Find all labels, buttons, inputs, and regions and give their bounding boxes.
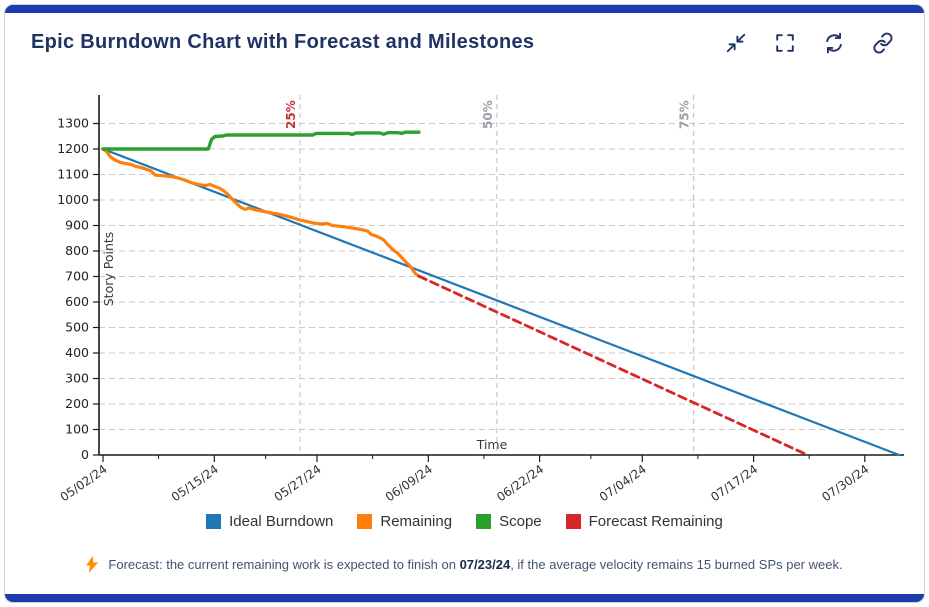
series-scope <box>101 130 421 151</box>
svg-text:1300: 1300 <box>57 116 89 131</box>
series-remaining <box>101 147 421 278</box>
svg-text:07/04/24: 07/04/24 <box>597 462 649 504</box>
svg-text:200: 200 <box>65 396 89 411</box>
legend-label: Scope <box>499 513 542 530</box>
x-tick-labels: 05/02/24 05/15/24 05/27/24 06/09/24 06/22/24… <box>58 455 872 504</box>
forecast-date: 07/23/24 <box>459 557 511 572</box>
forecast-text: Forecast: the current remaining work is … <box>108 557 842 572</box>
svg-text:05/27/24: 05/27/24 <box>272 462 324 504</box>
legend-swatch <box>565 514 581 529</box>
svg-text:1200: 1200 <box>57 141 89 156</box>
toolbar <box>725 32 894 54</box>
y-axis-title: Story Points <box>101 232 116 307</box>
legend-item-scope: Scope <box>476 513 542 530</box>
refresh-button[interactable] <box>823 32 845 54</box>
fullscreen-icon <box>776 33 794 52</box>
svg-text:06/22/24: 06/22/24 <box>494 462 546 504</box>
svg-text:100: 100 <box>65 422 89 437</box>
forecast-bolt-icon <box>86 556 99 573</box>
svg-text:900: 900 <box>65 218 89 233</box>
fullscreen-button[interactable] <box>774 32 796 54</box>
svg-text:05/02/24: 05/02/24 <box>58 462 110 504</box>
page-title: Epic Burndown Chart with Forecast and Mi… <box>31 31 535 53</box>
svg-text:500: 500 <box>65 320 89 335</box>
burndown-chart: 25% 50% 75% 0 100 200 300 400 500 600 700 800 900 100… <box>57 95 904 504</box>
svg-text:07/30/24: 07/30/24 <box>819 462 871 504</box>
milestones: 25% 50% 75% <box>284 95 695 455</box>
legend: Ideal Burndown Remaining Scope Forecast Rem… <box>5 513 924 530</box>
footer: Forecast: the current remaining work is … <box>5 556 924 573</box>
link-button[interactable] <box>872 32 894 54</box>
milestone-label: 25% <box>284 100 298 129</box>
refresh-icon <box>826 32 842 53</box>
accent-bar-top <box>5 5 924 13</box>
legend-swatch <box>357 514 373 529</box>
legend-label: Ideal Burndown <box>229 513 334 530</box>
series-forecast-remaining <box>417 274 809 457</box>
legend-item-remaining: Remaining <box>357 513 452 530</box>
y-tick-labels: 0 100 200 300 400 500 600 700 800 900 1000 1100 1200… <box>57 116 99 462</box>
header: Epic Burndown Chart with Forecast and Mi… <box>31 31 894 54</box>
collapse-icon <box>726 33 746 52</box>
gridlines <box>99 123 904 430</box>
collapse-button[interactable] <box>725 32 747 54</box>
svg-text:05/15/24: 05/15/24 <box>169 462 221 504</box>
milestone-label: 50% <box>481 100 495 129</box>
burndown-card: Epic Burndown Chart with Forecast and Mi… <box>4 4 925 603</box>
svg-text:800: 800 <box>65 243 89 258</box>
accent-bar-bottom <box>5 594 924 602</box>
legend-swatch <box>206 514 222 529</box>
milestone-label: 75% <box>678 100 692 129</box>
forecast-text-prefix: Forecast: the current remaining work is … <box>108 557 460 572</box>
svg-text:1000: 1000 <box>57 192 89 207</box>
svg-text:700: 700 <box>65 269 89 284</box>
x-axis-title: Time <box>476 437 508 452</box>
svg-text:06/09/24: 06/09/24 <box>383 462 435 504</box>
legend-item-forecast-remaining: Forecast Remaining <box>565 513 723 530</box>
svg-text:07/17/24: 07/17/24 <box>708 462 760 504</box>
legend-item-ideal-burndown: Ideal Burndown <box>206 513 333 530</box>
svg-text:300: 300 <box>65 371 89 386</box>
legend-swatch <box>476 514 492 529</box>
forecast-text-suffix: , if the average velocity remains 15 bur… <box>510 557 843 572</box>
svg-text:1100: 1100 <box>57 167 89 182</box>
link-icon <box>873 32 893 53</box>
svg-text:400: 400 <box>65 345 89 360</box>
legend-label: Remaining <box>380 513 453 530</box>
legend-label: Forecast Remaining <box>588 513 723 530</box>
svg-text:600: 600 <box>65 294 89 309</box>
svg-text:0: 0 <box>81 447 89 462</box>
series-ideal-burndown <box>101 147 901 457</box>
